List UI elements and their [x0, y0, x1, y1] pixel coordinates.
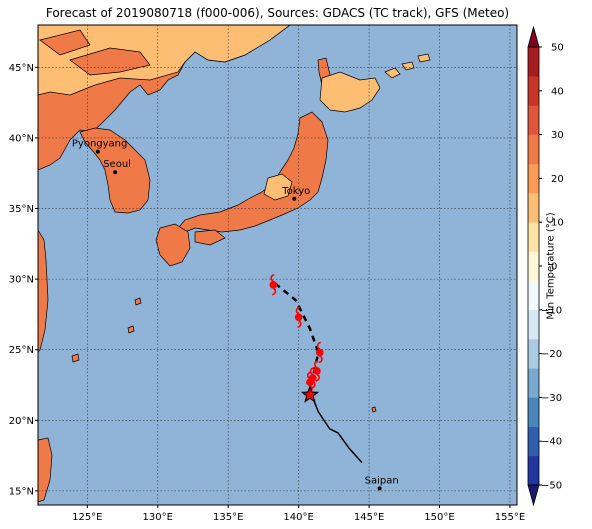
- typhoon-symbol-arm: [295, 306, 300, 315]
- colorbar-tick-label: 0: [551, 262, 557, 273]
- mainland-cool-region: [38, 25, 291, 96]
- bonin-islands: [371, 406, 377, 413]
- lat-tick-label: 45°N: [9, 63, 34, 74]
- current-position-star-icon: [300, 385, 320, 403]
- lon-tick-label: 155°E: [495, 512, 525, 523]
- city-label: Saipan: [365, 475, 399, 486]
- colorbar-max-extend: [527, 25, 540, 48]
- colorbar-segment: [528, 222, 539, 252]
- lat-tick-label: 30°N: [9, 275, 34, 286]
- typhoon-symbol-core: [306, 378, 314, 386]
- mainland-warm-patch-north: [39, 29, 91, 56]
- typhoon-symbol-arm: [270, 273, 275, 282]
- colorbar-segment: [528, 309, 539, 340]
- latitude-ticks: 15°N 20°N 25°N 30°N 35°N 40°N 45°N: [9, 63, 38, 497]
- typhoon-symbol-icon: [315, 341, 324, 364]
- typhoon-symbol-core: [269, 280, 278, 289]
- colorbar-tick-label: −40: [541, 437, 562, 448]
- colorbar-min-extend: [527, 484, 540, 507]
- colorbar-label: Min Temperature (°C): [545, 212, 557, 320]
- typhoon-symbol-core: [294, 313, 303, 322]
- colorbar-tick-label: 40: [551, 86, 564, 97]
- colorbar-tick-label: −20: [541, 349, 562, 360]
- city-dot: [113, 170, 118, 175]
- colorbar-segment: [528, 251, 539, 281]
- colorbar-tick-label: 20: [551, 174, 564, 185]
- lon-tick-label: 150°E: [424, 512, 454, 523]
- colorbar-segment: [528, 76, 539, 106]
- lat-tick-label: 25°N: [9, 345, 34, 356]
- colorbar-segment: [528, 280, 539, 311]
- typhoon-symbol-arm: [318, 355, 323, 364]
- typhoon-symbol-arm: [297, 320, 302, 329]
- typhoon-symbol-arm: [314, 360, 319, 369]
- typhoon-symbol-arm: [271, 287, 277, 296]
- lat-tick-label: 20°N: [9, 416, 34, 427]
- map-title: Forecast of 2019080718 (f000-006), Sourc…: [45, 6, 510, 20]
- kuril-islands: [384, 53, 431, 79]
- city-dot: [292, 196, 297, 201]
- typhoon-symbol-icon: [313, 360, 321, 382]
- colorbar-tick-label: 50: [551, 43, 564, 54]
- mainland-warm-patch: [69, 47, 151, 76]
- typhoon-symbol-icon: [269, 273, 278, 296]
- ryukyu-islands: [71, 297, 142, 363]
- colorbar-segment: [528, 339, 539, 369]
- map-area[interactable]: Pyongyang Seoul Tokyo Saipan: [38, 25, 517, 505]
- colorbar-segment: [528, 105, 539, 135]
- colorbar-tick-label: −10: [541, 305, 562, 316]
- lon-tick-label: 125°E: [72, 512, 102, 523]
- typhoon-symbol-icon: [294, 306, 303, 329]
- typhoon-symbol-arm: [315, 373, 320, 382]
- temperature-colorbar: −50 −40 −30 −20 −10 0 10 20 30 40 50: [527, 25, 564, 507]
- taiwan: [38, 437, 53, 503]
- city-label: Seoul: [103, 159, 131, 170]
- longitude-ticks: 125°E 130°E 135°E 140°E 145°E 150°E 155°E: [72, 505, 525, 523]
- map-frame: [37, 24, 518, 506]
- typhoon-symbol-core: [315, 348, 324, 357]
- colorbar-segment: [528, 134, 539, 165]
- lon-tick-label: 145°E: [354, 512, 384, 523]
- shikoku: [194, 229, 226, 246]
- colorbar-segment: [528, 455, 539, 486]
- colorbar-segment: [528, 47, 539, 77]
- city-label: Tokyo: [281, 186, 310, 197]
- hokkaido: [319, 71, 381, 113]
- city-dot: [95, 149, 100, 154]
- colorbar-segment: [528, 163, 539, 194]
- lon-tick-label: 140°E: [283, 512, 313, 523]
- typhoon-symbol-arm: [309, 367, 314, 376]
- typhoon-symbol-core: [313, 367, 321, 375]
- colorbar-segment: [528, 368, 539, 398]
- typhoon-symbol-arm: [316, 341, 322, 350]
- typhoon-symbol-arm: [306, 371, 312, 380]
- city-label: Pyongyang: [72, 139, 127, 150]
- lat-tick-label: 15°N: [9, 486, 34, 497]
- colorbar-segment: [528, 397, 539, 427]
- colorbar-segment: [528, 193, 539, 223]
- lat-tick-label: 35°N: [9, 204, 34, 215]
- kyushu: [155, 223, 191, 267]
- gridlines: [38, 25, 517, 505]
- colorbar-tick-label: 10: [551, 218, 564, 229]
- lon-tick-label: 130°E: [143, 512, 173, 523]
- colorbar-tick-label: 30: [551, 130, 564, 141]
- typhoon-track: [269, 273, 363, 464]
- colorbar-segment: [528, 426, 539, 457]
- city-markers: Pyongyang Seoul Tokyo Saipan: [72, 139, 399, 491]
- city-dot: [377, 486, 382, 491]
- lon-tick-label: 135°E: [213, 512, 243, 523]
- lat-tick-label: 40°N: [9, 133, 34, 144]
- honshu-cool-region: [263, 173, 293, 201]
- colorbar-tick-label: −30: [541, 393, 562, 404]
- colorbar-tick-label: −50: [541, 481, 562, 492]
